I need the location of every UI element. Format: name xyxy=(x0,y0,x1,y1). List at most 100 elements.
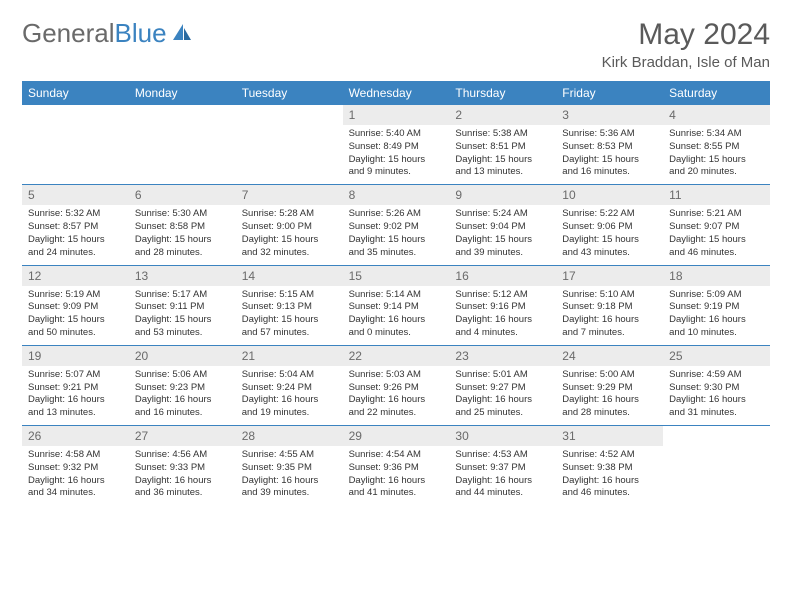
day-details: Sunrise: 4:55 AMSunset: 9:35 PMDaylight:… xyxy=(236,446,343,505)
calendar-cell: 16Sunrise: 5:12 AMSunset: 9:16 PMDayligh… xyxy=(449,266,556,345)
day-details: Sunrise: 5:04 AMSunset: 9:24 PMDaylight:… xyxy=(236,366,343,425)
day-number: 17 xyxy=(556,266,663,286)
calendar-cell: 3Sunrise: 5:36 AMSunset: 8:53 PMDaylight… xyxy=(556,105,663,184)
day-number: 5 xyxy=(22,185,129,205)
day-details: Sunrise: 5:19 AMSunset: 9:09 PMDaylight:… xyxy=(22,286,129,345)
day-number: 4 xyxy=(663,105,770,125)
day-number: 15 xyxy=(343,266,450,286)
calendar-cell: 19Sunrise: 5:07 AMSunset: 9:21 PMDayligh… xyxy=(22,346,129,425)
day-details: Sunrise: 5:15 AMSunset: 9:13 PMDaylight:… xyxy=(236,286,343,345)
calendar-cell: 20Sunrise: 5:06 AMSunset: 9:23 PMDayligh… xyxy=(129,346,236,425)
day-number: 27 xyxy=(129,426,236,446)
calendar-cell: 24Sunrise: 5:00 AMSunset: 9:29 PMDayligh… xyxy=(556,346,663,425)
day-details: Sunrise: 5:07 AMSunset: 9:21 PMDaylight:… xyxy=(22,366,129,425)
day-number: 3 xyxy=(556,105,663,125)
day-number: 20 xyxy=(129,346,236,366)
day-details: Sunrise: 5:17 AMSunset: 9:11 PMDaylight:… xyxy=(129,286,236,345)
day-name: Sunday xyxy=(22,81,129,105)
day-name: Monday xyxy=(129,81,236,105)
day-details: Sunrise: 5:12 AMSunset: 9:16 PMDaylight:… xyxy=(449,286,556,345)
calendar-cell: 27Sunrise: 4:56 AMSunset: 9:33 PMDayligh… xyxy=(129,426,236,505)
calendar-cell: 15Sunrise: 5:14 AMSunset: 9:14 PMDayligh… xyxy=(343,266,450,345)
calendar-cell: 10Sunrise: 5:22 AMSunset: 9:06 PMDayligh… xyxy=(556,185,663,264)
calendar-cell: 28Sunrise: 4:55 AMSunset: 9:35 PMDayligh… xyxy=(236,426,343,505)
day-number xyxy=(663,426,770,447)
day-number: 24 xyxy=(556,346,663,366)
day-details: Sunrise: 5:26 AMSunset: 9:02 PMDaylight:… xyxy=(343,205,450,264)
month-title: May 2024 xyxy=(602,18,770,52)
calendar-cell: 7Sunrise: 5:28 AMSunset: 9:00 PMDaylight… xyxy=(236,185,343,264)
day-details: Sunrise: 5:22 AMSunset: 9:06 PMDaylight:… xyxy=(556,205,663,264)
day-number: 8 xyxy=(343,185,450,205)
day-number: 6 xyxy=(129,185,236,205)
day-number: 29 xyxy=(343,426,450,446)
day-details: Sunrise: 4:53 AMSunset: 9:37 PMDaylight:… xyxy=(449,446,556,505)
day-number: 9 xyxy=(449,185,556,205)
day-details: Sunrise: 5:01 AMSunset: 9:27 PMDaylight:… xyxy=(449,366,556,425)
day-names-row: SundayMondayTuesdayWednesdayThursdayFrid… xyxy=(22,81,770,105)
day-details: Sunrise: 5:28 AMSunset: 9:00 PMDaylight:… xyxy=(236,205,343,264)
day-number: 1 xyxy=(343,105,450,125)
calendar-cell: 6Sunrise: 5:30 AMSunset: 8:58 PMDaylight… xyxy=(129,185,236,264)
day-details: Sunrise: 4:52 AMSunset: 9:38 PMDaylight:… xyxy=(556,446,663,505)
logo-text-blue: Blue xyxy=(115,18,167,49)
day-details: Sunrise: 4:56 AMSunset: 9:33 PMDaylight:… xyxy=(129,446,236,505)
logo: GeneralBlue xyxy=(22,18,193,49)
calendar-cell: 1Sunrise: 5:40 AMSunset: 8:49 PMDaylight… xyxy=(343,105,450,184)
day-details: Sunrise: 4:58 AMSunset: 9:32 PMDaylight:… xyxy=(22,446,129,505)
title-block: May 2024 Kirk Braddan, Isle of Man xyxy=(602,18,770,71)
calendar-cell: 13Sunrise: 5:17 AMSunset: 9:11 PMDayligh… xyxy=(129,266,236,345)
calendar-cell: 22Sunrise: 5:03 AMSunset: 9:26 PMDayligh… xyxy=(343,346,450,425)
day-details: Sunrise: 5:21 AMSunset: 9:07 PMDaylight:… xyxy=(663,205,770,264)
calendar-cell xyxy=(22,105,129,184)
calendar: SundayMondayTuesdayWednesdayThursdayFrid… xyxy=(22,81,770,505)
day-number xyxy=(22,105,129,126)
calendar-cell: 29Sunrise: 4:54 AMSunset: 9:36 PMDayligh… xyxy=(343,426,450,505)
day-number: 7 xyxy=(236,185,343,205)
calendar-cell: 9Sunrise: 5:24 AMSunset: 9:04 PMDaylight… xyxy=(449,185,556,264)
calendar-cell: 17Sunrise: 5:10 AMSunset: 9:18 PMDayligh… xyxy=(556,266,663,345)
calendar-cell: 8Sunrise: 5:26 AMSunset: 9:02 PMDaylight… xyxy=(343,185,450,264)
calendar-cell: 5Sunrise: 5:32 AMSunset: 8:57 PMDaylight… xyxy=(22,185,129,264)
day-number xyxy=(236,105,343,126)
calendar-cell: 30Sunrise: 4:53 AMSunset: 9:37 PMDayligh… xyxy=(449,426,556,505)
day-details: Sunrise: 5:38 AMSunset: 8:51 PMDaylight:… xyxy=(449,125,556,184)
day-number: 12 xyxy=(22,266,129,286)
day-number: 2 xyxy=(449,105,556,125)
day-name: Thursday xyxy=(449,81,556,105)
day-details: Sunrise: 4:54 AMSunset: 9:36 PMDaylight:… xyxy=(343,446,450,505)
day-number: 19 xyxy=(22,346,129,366)
day-number: 26 xyxy=(22,426,129,446)
header: GeneralBlue May 2024 Kirk Braddan, Isle … xyxy=(22,18,770,71)
calendar-week: 12Sunrise: 5:19 AMSunset: 9:09 PMDayligh… xyxy=(22,265,770,345)
day-number: 21 xyxy=(236,346,343,366)
calendar-cell: 11Sunrise: 5:21 AMSunset: 9:07 PMDayligh… xyxy=(663,185,770,264)
day-details: Sunrise: 5:32 AMSunset: 8:57 PMDaylight:… xyxy=(22,205,129,264)
day-details: Sunrise: 4:59 AMSunset: 9:30 PMDaylight:… xyxy=(663,366,770,425)
calendar-cell: 31Sunrise: 4:52 AMSunset: 9:38 PMDayligh… xyxy=(556,426,663,505)
day-number: 22 xyxy=(343,346,450,366)
calendar-cell: 23Sunrise: 5:01 AMSunset: 9:27 PMDayligh… xyxy=(449,346,556,425)
calendar-cell xyxy=(129,105,236,184)
calendar-cell: 25Sunrise: 4:59 AMSunset: 9:30 PMDayligh… xyxy=(663,346,770,425)
calendar-cell: 26Sunrise: 4:58 AMSunset: 9:32 PMDayligh… xyxy=(22,426,129,505)
day-number: 16 xyxy=(449,266,556,286)
calendar-cell: 18Sunrise: 5:09 AMSunset: 9:19 PMDayligh… xyxy=(663,266,770,345)
calendar-cell: 14Sunrise: 5:15 AMSunset: 9:13 PMDayligh… xyxy=(236,266,343,345)
day-name: Friday xyxy=(556,81,663,105)
day-number: 31 xyxy=(556,426,663,446)
day-number: 14 xyxy=(236,266,343,286)
day-details: Sunrise: 5:34 AMSunset: 8:55 PMDaylight:… xyxy=(663,125,770,184)
day-number: 13 xyxy=(129,266,236,286)
day-number: 11 xyxy=(663,185,770,205)
day-details: Sunrise: 5:03 AMSunset: 9:26 PMDaylight:… xyxy=(343,366,450,425)
day-details: Sunrise: 5:36 AMSunset: 8:53 PMDaylight:… xyxy=(556,125,663,184)
day-details: Sunrise: 5:06 AMSunset: 9:23 PMDaylight:… xyxy=(129,366,236,425)
day-number: 18 xyxy=(663,266,770,286)
calendar-cell: 4Sunrise: 5:34 AMSunset: 8:55 PMDaylight… xyxy=(663,105,770,184)
day-number xyxy=(129,105,236,126)
sail-icon xyxy=(171,18,193,49)
location: Kirk Braddan, Isle of Man xyxy=(602,54,770,71)
day-name: Wednesday xyxy=(343,81,450,105)
day-name: Tuesday xyxy=(236,81,343,105)
